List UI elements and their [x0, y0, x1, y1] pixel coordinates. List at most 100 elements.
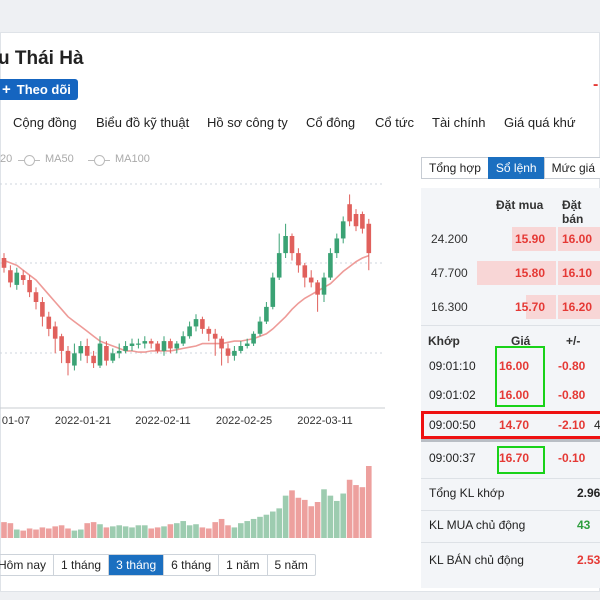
divider-thick [421, 439, 600, 442]
matched-price: 16.00 [499, 388, 530, 402]
ask-cell-bg [558, 227, 600, 251]
follow-button[interactable]: + Theo dõi [0, 79, 78, 100]
volume-bar [65, 528, 71, 538]
matched-price: 16.70 [499, 451, 530, 465]
ask-cell-bg [558, 295, 600, 319]
volume-bar [1, 522, 7, 538]
stat-label: KL MUA chủ động [429, 518, 526, 532]
volume-bar [97, 524, 103, 538]
range-5-years[interactable]: 5 năm [274, 558, 308, 572]
tab-summary[interactable]: Tổng hợp [421, 157, 489, 179]
candle-body [174, 343, 180, 349]
candle-body [334, 238, 340, 254]
candle-body [46, 316, 52, 329]
volume-bar [46, 528, 52, 538]
nav-item-finance[interactable]: Tài chính [432, 115, 486, 130]
matched-row: 09:01:02 16.00 -0.80 [421, 383, 600, 407]
highlight-box-green [497, 446, 545, 474]
matched-change-header: +/- [566, 334, 581, 348]
candle-body [283, 236, 288, 254]
right-panel-tabs: Tổng hợp Sổ lệnh Mức giá [421, 157, 600, 179]
volume-bar [193, 524, 199, 538]
candle-body [238, 346, 244, 351]
nav-item-company-profile[interactable]: Hồ sơ công ty [207, 115, 288, 130]
legend-ma50-label[interactable]: MA50 [45, 153, 74, 165]
x-tick-label: 01-07 [2, 415, 30, 427]
stat-label: Tổng KL khớp [429, 486, 505, 500]
nav-item-community[interactable]: Cộng đồng [13, 115, 77, 130]
matched-time: 09:00:37 [429, 451, 476, 465]
tab-price-levels[interactable]: Mức giá [543, 157, 600, 179]
nav-item-shareholders[interactable]: Cổ đông [306, 115, 356, 130]
range-1-month[interactable]: 1 tháng [54, 555, 110, 575]
stat-total-volume: Tổng KL khớp 2.96 [421, 479, 600, 509]
candle-body [257, 321, 263, 334]
volume-bar [276, 508, 282, 538]
legend-ma100-toggle[interactable] [94, 155, 105, 166]
bid-header: Đặt mua [496, 198, 544, 212]
matched-price: 14.70 [499, 418, 530, 432]
stat-label: KL BÁN chủ động [429, 553, 524, 567]
candle-body [328, 253, 333, 278]
range-3-months[interactable]: 3 tháng [109, 555, 165, 575]
range-1-year[interactable]: 1 năm [219, 555, 268, 575]
volume-bar [129, 527, 135, 538]
highlight-box-red [421, 411, 600, 439]
price-chart[interactable]: 01-07 2022-01-21 2022-02-11 2022-02-25 2022-… [0, 170, 385, 540]
volume-bar [340, 493, 346, 538]
order-book-row: 47.700 15.80 16.10 [421, 259, 600, 287]
legend-ma100-label[interactable]: MA100 [115, 153, 150, 165]
matched-time: 09:01:10 [429, 359, 476, 373]
volume-bar [71, 530, 78, 538]
range-6-months[interactable]: 6 tháng [164, 555, 220, 575]
volume-bar [78, 529, 84, 538]
volume-bar [84, 523, 90, 538]
volume-bar [257, 516, 263, 538]
candle-body [244, 343, 250, 346]
nav-item-price-history[interactable]: Giá quá khứ [504, 115, 576, 130]
tab-order-book[interactable]: Sổ lệnh [487, 157, 545, 179]
candle-body [315, 282, 320, 295]
volume-bar [58, 525, 65, 538]
candle-body [104, 346, 109, 361]
legend-ma50-toggle[interactable] [24, 155, 35, 166]
matched-change: -0.80 [558, 359, 586, 373]
stat-active-buy: KL MUA chủ động 43 [421, 511, 600, 541]
bid-volume: 24.200 [431, 232, 468, 246]
nav-item-dividends[interactable]: Cổ tức [375, 115, 415, 130]
volume-bar [180, 521, 186, 538]
price-change-mark: - [593, 80, 599, 90]
candle-body [161, 341, 167, 351]
candle-body [180, 336, 186, 344]
volume-bar [212, 522, 218, 538]
candle-body [136, 343, 141, 345]
volume-bar [359, 487, 366, 538]
volume-bar [263, 514, 270, 538]
candle-body [84, 346, 90, 356]
nav-item-technical-chart[interactable]: Biểu đồ kỹ thuật [96, 115, 190, 130]
order-book-row: 16.300 15.70 16.20 [421, 293, 600, 321]
candle-body [296, 253, 301, 266]
volume-bar [250, 518, 257, 538]
volume-bar [270, 511, 276, 538]
candle-body [360, 214, 365, 229]
divider [421, 478, 600, 479]
candle-body [110, 353, 116, 361]
candle-body [353, 214, 359, 227]
volume-bar [103, 527, 110, 538]
x-tick-label: 2022-02-11 [135, 415, 190, 427]
candle-body [321, 277, 327, 295]
volume-bar [174, 523, 180, 538]
legend-ma20-label[interactable]: 20 [0, 153, 13, 165]
range-today[interactable]: Hôm nay [0, 555, 55, 575]
volume-bar [346, 479, 353, 538]
bid-volume-bar [512, 227, 556, 251]
candle-body [52, 326, 58, 339]
volume-bar [206, 528, 212, 538]
candle-body [366, 223, 372, 254]
candle-body [347, 204, 352, 222]
matched-time: 09:00:50 [429, 418, 476, 432]
candle-body [276, 253, 282, 278]
volume-bar [110, 526, 116, 538]
candle-body [187, 326, 192, 337]
